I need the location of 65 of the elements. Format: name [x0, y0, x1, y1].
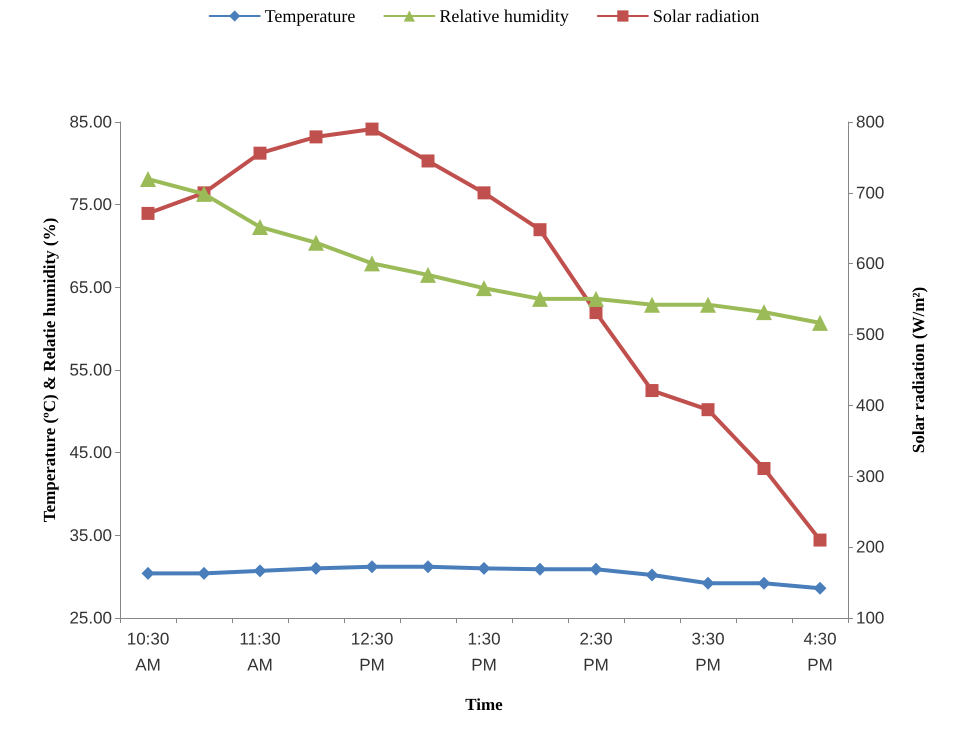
point	[534, 562, 546, 576]
y-tick-label: 35.00	[69, 526, 112, 545]
y-tick-label: 25.00	[69, 608, 112, 628]
point	[644, 296, 660, 313]
y2-tick-label: 600	[856, 254, 884, 274]
point	[532, 290, 548, 307]
y2-tick-label: 700	[856, 183, 884, 202]
point	[140, 171, 156, 188]
y-axis-title: Temperature (ºC) & Relatie humidity (%)	[40, 218, 59, 522]
point	[702, 576, 714, 590]
point	[422, 154, 434, 168]
point	[422, 560, 434, 574]
point	[756, 304, 772, 320]
point	[420, 266, 436, 283]
x-tick-label: 12:30 PM	[350, 630, 394, 674]
y2-tick-label: 100	[856, 608, 884, 628]
point	[198, 566, 210, 580]
legend-label: Relative humidity	[439, 6, 569, 26]
point	[252, 218, 268, 235]
point	[646, 568, 658, 582]
point	[812, 314, 828, 331]
y2-tick-label: 300	[856, 466, 884, 486]
legend-label: Solar radiation	[652, 6, 760, 26]
point	[254, 146, 266, 160]
point	[308, 234, 324, 251]
y-tick-label: 75.00	[69, 195, 112, 214]
point	[590, 306, 602, 320]
x-axis-title: Time	[465, 695, 504, 714]
x-tick-label: 1:30 PM	[467, 630, 501, 674]
point	[476, 280, 492, 296]
point	[700, 296, 716, 313]
point	[478, 562, 490, 575]
x-tick-label: 3:30 PM	[691, 630, 725, 674]
y2-tick-label: 400	[856, 396, 884, 415]
y-tick-label: 85.00	[69, 112, 112, 132]
point	[254, 564, 266, 578]
y2-tick-label: 200	[856, 538, 884, 557]
point	[758, 576, 770, 590]
point	[478, 186, 490, 200]
point	[758, 462, 770, 475]
point	[646, 384, 658, 398]
point	[142, 566, 154, 580]
y2-tick-label: 500	[856, 325, 884, 344]
point	[590, 562, 602, 576]
point	[310, 130, 322, 144]
x-tick-label: 10:30 AM	[126, 630, 170, 674]
x-tick-label: 4:30 PM	[803, 630, 837, 674]
point	[702, 403, 714, 416]
point	[366, 560, 378, 574]
y-tick-label: 65.00	[69, 278, 112, 297]
y-tick-label: 55.00	[69, 360, 112, 380]
point	[534, 223, 546, 236]
point	[366, 122, 378, 136]
x-tick-label: 2:30 PM	[579, 630, 613, 674]
y-tick-label: 45.00	[69, 443, 112, 462]
point	[142, 206, 154, 220]
point	[814, 534, 826, 547]
legend-label: Temperature	[264, 6, 356, 26]
point	[814, 582, 826, 595]
y2-tick-label: 800	[856, 112, 884, 132]
point	[588, 290, 604, 307]
y2-axis-title: Solar radiation (W/m²)	[909, 286, 928, 454]
x-tick-label: 11:30 AM	[239, 630, 281, 674]
point	[364, 255, 380, 272]
point	[310, 562, 322, 575]
